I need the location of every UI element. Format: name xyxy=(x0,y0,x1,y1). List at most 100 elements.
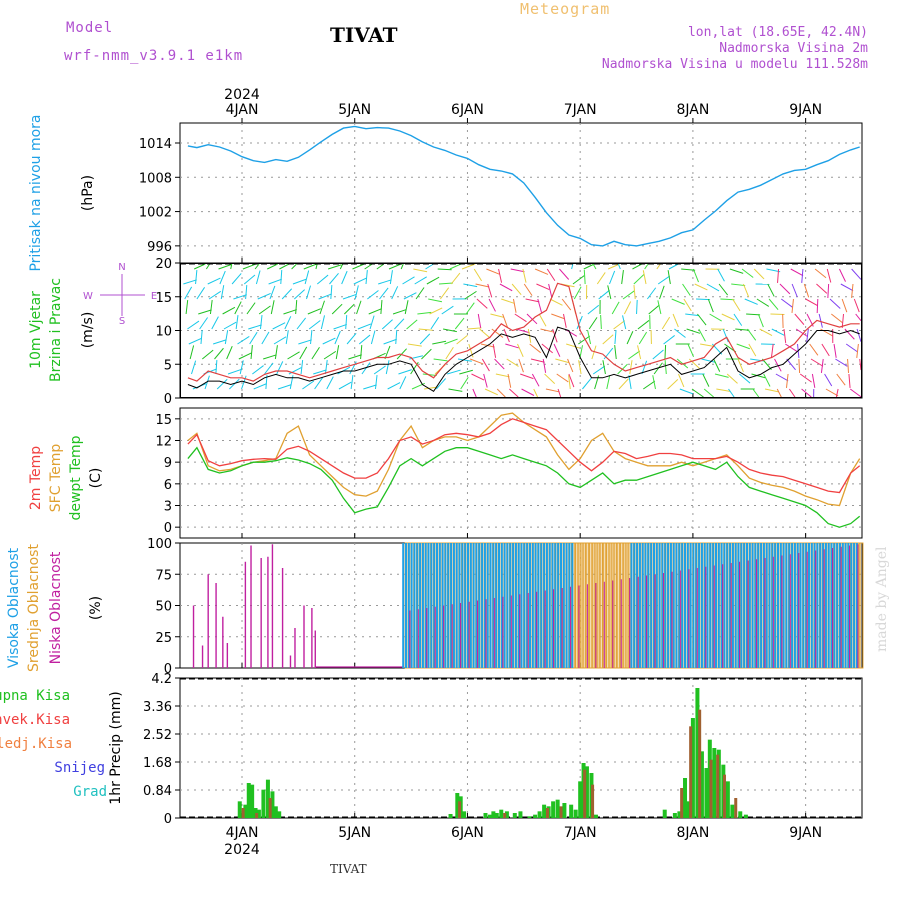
wind-barb xyxy=(270,300,275,315)
panel-frame-temperature xyxy=(179,407,863,539)
wind-barb xyxy=(429,307,443,315)
wind-barb xyxy=(273,336,287,345)
wind-barb xyxy=(632,263,642,270)
wind-barb xyxy=(258,305,271,315)
wind-barb xyxy=(825,388,839,397)
wind-barb xyxy=(682,283,691,296)
wind-barb xyxy=(657,300,662,315)
mid-cloud-bar xyxy=(607,542,613,669)
meteogram-title: Meteogram xyxy=(520,0,611,18)
conv-precip-bar xyxy=(268,798,272,818)
wind-barb xyxy=(776,388,782,398)
wind-barb xyxy=(741,268,754,278)
top-day-label-0: 4JAN xyxy=(226,102,259,118)
wind-barb xyxy=(231,273,242,285)
wind-barb xyxy=(533,388,539,398)
model-label: Model xyxy=(66,20,114,36)
wind-barb xyxy=(785,343,798,352)
wind-barb xyxy=(809,343,819,356)
total-precip-bar xyxy=(695,688,700,818)
total-precip-bar xyxy=(243,804,248,818)
wind-barb xyxy=(609,270,616,285)
wind-barb xyxy=(747,328,757,341)
conv-precip-bar xyxy=(734,798,738,818)
wind-barb xyxy=(587,304,600,315)
wind-barb xyxy=(707,298,714,313)
wind-barb xyxy=(735,328,750,331)
wind-barb xyxy=(435,378,446,390)
conv-precip-bar xyxy=(241,808,245,818)
cloud-label-high: Visoka Oblacnost xyxy=(6,547,22,668)
wind-barb xyxy=(499,283,513,292)
wind-barb xyxy=(706,283,720,292)
total-precip-bar xyxy=(448,814,453,818)
total-precip-bar xyxy=(584,766,589,818)
wind-barb xyxy=(215,360,218,375)
wind-barb xyxy=(483,373,488,388)
wind-barb xyxy=(566,343,580,349)
wind-barb xyxy=(799,373,812,383)
wind-barb xyxy=(411,382,426,390)
wind-barb xyxy=(417,311,432,315)
wind-barb xyxy=(679,388,694,395)
wind-barb xyxy=(488,298,496,312)
elevation-text: Nadmorska Visina 2m xyxy=(719,41,868,56)
mid-cloud-bar xyxy=(858,542,864,669)
wind-barb xyxy=(583,263,595,270)
wind-barb xyxy=(316,274,329,285)
cloud-label-mid: Srednja Oblacnost xyxy=(26,544,42,672)
wind-barb xyxy=(766,268,781,273)
conv-precip-bar xyxy=(559,806,563,818)
wind-barb xyxy=(457,358,472,362)
wind-barb xyxy=(352,263,365,270)
mid-cloud-bar xyxy=(616,542,622,669)
mid-cloud-bar xyxy=(590,542,596,669)
model-elevation-text: Nadmorska Visina u modelu 111.528m xyxy=(601,57,868,72)
wind-barb xyxy=(439,282,454,285)
wind-barb xyxy=(477,313,482,328)
wind-barb xyxy=(253,383,267,390)
wind-barb xyxy=(851,283,854,298)
wind-barb xyxy=(335,345,340,360)
wind-barb xyxy=(432,340,447,345)
compass-s: S xyxy=(119,316,125,327)
wind-barb xyxy=(281,288,293,300)
wind-barb xyxy=(652,375,656,390)
compass-n: N xyxy=(118,262,125,273)
wind-barb xyxy=(413,268,428,273)
bottom-day-label-2: 6JAN xyxy=(451,825,484,841)
wind-barb xyxy=(756,298,770,307)
precip-legend-0: Ukupna Kisa xyxy=(0,688,70,704)
wind-barb xyxy=(509,388,519,398)
cloud-unit: (%) xyxy=(88,596,104,620)
wind-barb xyxy=(783,328,787,343)
station-title: TIVAT xyxy=(330,23,398,47)
wind-barb xyxy=(358,334,371,345)
wind-barb xyxy=(220,285,225,300)
wind-barb xyxy=(288,367,302,375)
total-precip-bar xyxy=(662,809,667,818)
wind-barb xyxy=(656,263,661,270)
ytick-label-temperature-3: 9 xyxy=(164,456,172,471)
wind-barb xyxy=(530,358,545,363)
wind-barb xyxy=(384,345,391,360)
wind-barb xyxy=(646,287,657,300)
footer-station: TIVAT xyxy=(330,862,367,876)
total-precip-bar xyxy=(537,811,542,818)
total-precip-bar xyxy=(533,814,538,818)
wind-barb xyxy=(380,300,383,315)
temp-2m-line xyxy=(187,418,861,494)
wind-barb xyxy=(400,263,404,270)
wind-barb xyxy=(661,316,671,330)
wind-barb xyxy=(324,360,328,375)
panel-frame-precipitation xyxy=(179,677,863,819)
wind-barb xyxy=(502,313,508,328)
wind-barb xyxy=(218,263,232,270)
wind-barb xyxy=(567,358,574,373)
total-precip-bar xyxy=(712,748,717,818)
wind-barb xyxy=(718,283,729,296)
total-precip-bar xyxy=(527,816,532,818)
wind-barb xyxy=(628,375,632,390)
wind-barb xyxy=(692,268,699,283)
wind-barb xyxy=(637,320,650,330)
